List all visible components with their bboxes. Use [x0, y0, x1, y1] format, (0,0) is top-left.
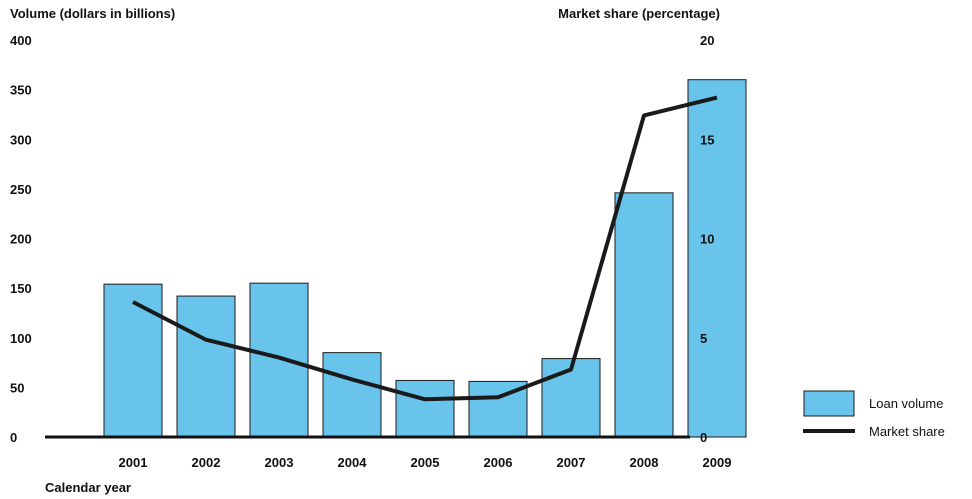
x-tick-label-2008: 2008: [630, 455, 659, 470]
line-layer: [132, 95, 718, 402]
x-tick-label-2006: 2006: [484, 455, 513, 470]
y2-tick-label-20: 20: [700, 33, 714, 48]
bar-2005: [395, 379, 455, 438]
bar-2004: [322, 352, 382, 438]
y-tick-label-200: 200: [10, 232, 32, 247]
legend-label-loan-volume: Loan volume: [869, 396, 943, 411]
y-tick-label-250: 250: [10, 182, 32, 197]
y-tick-label-100: 100: [10, 331, 32, 346]
legend: Loan volume Market share: [803, 390, 945, 439]
x-tick-label-2005: 2005: [411, 455, 440, 470]
y-tick-label-0: 0: [10, 430, 17, 445]
bar-2009: [687, 79, 747, 438]
bar-2001: [103, 283, 163, 438]
bar-2002: [176, 295, 236, 438]
bar-2008: [614, 192, 674, 438]
bar-2007: [541, 358, 601, 438]
y2-tick-label-15: 15: [700, 132, 714, 147]
bar-2003: [249, 282, 309, 438]
y-tick-label-50: 50: [10, 380, 24, 395]
y-axis-title: Volume (dollars in billions): [10, 6, 175, 21]
x-tick-label-2007: 2007: [557, 455, 586, 470]
y-tick-label-150: 150: [10, 281, 32, 296]
x-tick-label-2004: 2004: [338, 455, 368, 470]
y2-tick-label-5: 5: [700, 331, 707, 346]
x-tick-label-2009: 2009: [703, 455, 732, 470]
bars-layer: [103, 79, 747, 438]
y-tick-label-300: 300: [10, 132, 32, 147]
y2-tick-label-10: 10: [700, 232, 714, 247]
y-tick-label-350: 350: [10, 83, 32, 98]
market-share-line: [132, 95, 718, 402]
legend-label-market-share: Market share: [869, 424, 945, 439]
legend-swatch-loan-volume: [803, 390, 855, 417]
x-tick-label-2002: 2002: [192, 455, 221, 470]
x-axis-title: Calendar year: [45, 480, 131, 495]
x-tick-label-2001: 2001: [119, 455, 148, 470]
labels-layer: 0 50 100 150 200 250 300 350 400 0 5 10 15 20 2001 2002…: [10, 33, 731, 470]
y2-tick-label-0: 0: [700, 430, 707, 445]
y-tick-label-400: 400: [10, 33, 32, 48]
y2-axis-title: Market share (percentage): [558, 6, 720, 21]
x-tick-label-2003: 2003: [265, 455, 294, 470]
